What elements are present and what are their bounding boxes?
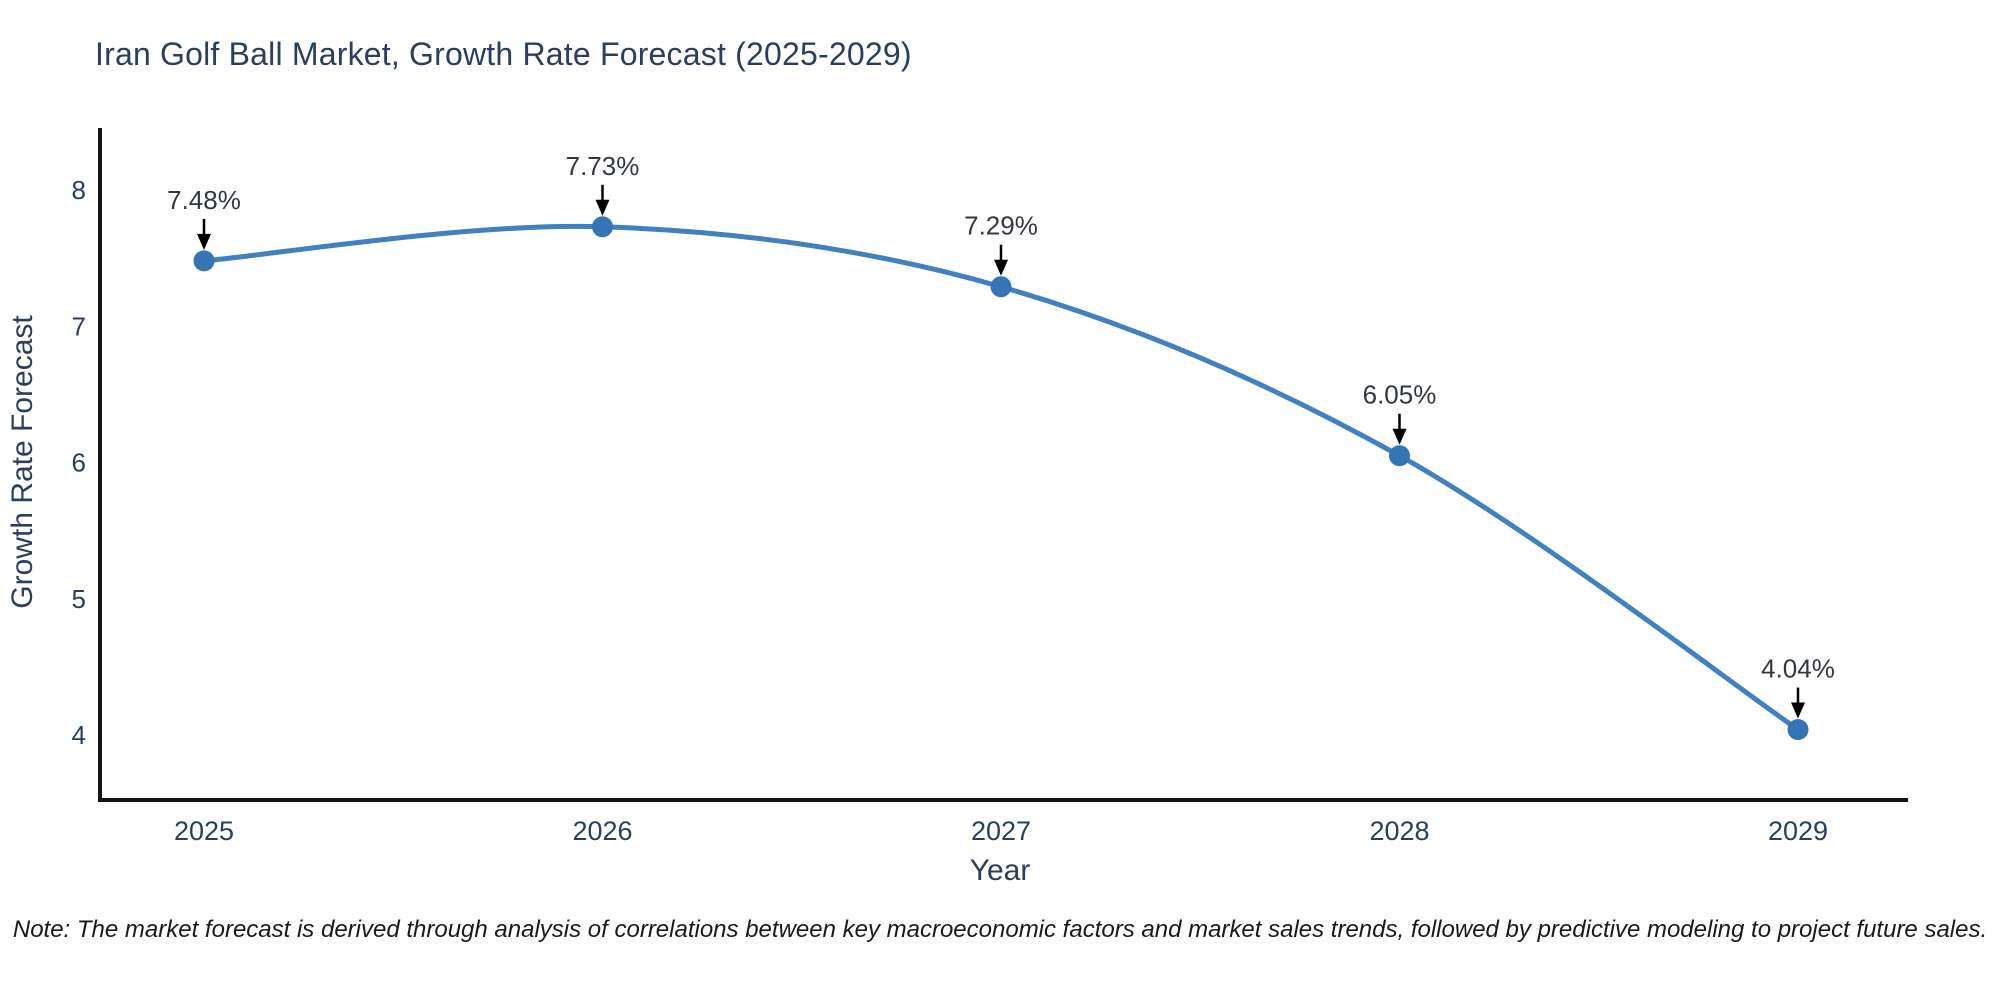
- x-tick-label: 2026: [572, 816, 632, 846]
- annotation-arrowhead-icon: [595, 199, 610, 216]
- axis-ticks: 4 5 6 7 8 2025 2026 2027 2028 2029: [72, 175, 1829, 846]
- y-tick-label: 6: [72, 448, 86, 478]
- data-point-marker: [990, 276, 1012, 298]
- x-axis-title: Year: [970, 854, 1031, 887]
- annotation-arrowhead-icon: [197, 233, 211, 250]
- data-point-marker: [193, 250, 215, 272]
- y-tick-label: 5: [72, 584, 86, 614]
- y-axis-title: Growth Rate Forecast: [6, 315, 39, 609]
- y-tick-label: 8: [72, 175, 86, 205]
- annotation-arrowhead-icon: [1791, 702, 1805, 719]
- forecast-line: [201, 223, 1801, 733]
- data-point-marker: [592, 216, 613, 238]
- data-point-marker: [1787, 719, 1809, 741]
- x-tick-label: 2025: [174, 816, 234, 846]
- annotation-arrowhead-icon: [1392, 428, 1407, 445]
- x-tick-label: 2028: [1369, 816, 1429, 846]
- annotation-arrowhead-icon: [994, 259, 1008, 276]
- data-series: [193, 216, 1809, 741]
- chart-title: Iran Golf Ball Market, Growth Rate Forec…: [95, 36, 912, 72]
- point-annotations: 7.48% 7.73% 7.29% 6.05% 4.04%: [167, 151, 1835, 719]
- point-value-label: 7.73%: [566, 151, 640, 181]
- y-tick-label: 7: [72, 311, 86, 341]
- point-value-label: 6.05%: [1363, 380, 1437, 410]
- point-value-label: 7.29%: [964, 211, 1038, 241]
- x-tick-label: 2029: [1768, 816, 1828, 846]
- y-tick-label: 4: [72, 720, 86, 750]
- point-value-label: 4.04%: [1761, 654, 1835, 684]
- point-value-label: 7.48%: [167, 185, 241, 215]
- data-point-marker: [1389, 445, 1410, 467]
- footnote: Note: The market forecast is derived thr…: [12, 916, 1988, 943]
- x-tick-label: 2027: [971, 816, 1031, 846]
